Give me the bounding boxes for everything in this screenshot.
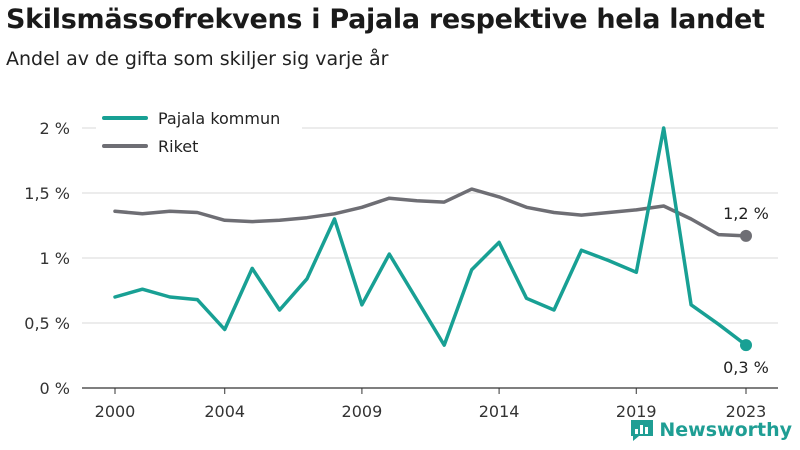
legend-label: Riket — [158, 137, 198, 156]
legend-background — [96, 102, 302, 164]
y-tick-label: 0 % — [40, 379, 70, 398]
x-tick-label: 2004 — [204, 402, 245, 421]
end-label: 0,3 % — [723, 358, 769, 377]
x-tick-label: 2000 — [95, 402, 136, 421]
axis-layer: 0 % 0,5 % 1 % 1,5 % 2 % 2000 2004 2009 2014 2019 2… — [24, 119, 766, 421]
y-tick-label: 2 % — [40, 119, 70, 138]
y-tick-label: 1,5 % — [24, 184, 70, 203]
grid-layer — [82, 127, 778, 389]
series-endpoint-pajala-kommun — [740, 339, 752, 352]
chart-title: Skilsmässofrekvens i Pajala respektive h… — [6, 4, 765, 35]
series-endpoint-riket — [740, 229, 752, 242]
end-labels: 0,3 % 1,2 % — [723, 204, 769, 377]
series-line-riket — [113, 187, 748, 238]
x-tick-label: 2023 — [726, 402, 767, 421]
legend: Pajala kommun Riket — [96, 102, 302, 164]
series-layer — [113, 126, 752, 352]
legend-label: Pajala kommun — [158, 109, 280, 128]
chart-subtitle: Andel av de gifta som skiljer sig varje … — [6, 48, 389, 70]
x-tick-label: 2019 — [616, 402, 657, 421]
y-tick-label: 0,5 % — [24, 314, 70, 333]
series-line-pajala-kommun — [113, 126, 748, 347]
brand-name: Newsworthy — [659, 419, 792, 441]
newsworthy-logo: Newsworthy — [629, 418, 792, 442]
end-label: 1,2 % — [723, 204, 769, 223]
y-tick-label: 1 % — [40, 249, 70, 268]
newsworthy-logo-icon — [631, 420, 654, 441]
x-tick-label: 2014 — [479, 402, 520, 421]
x-tick-label: 2009 — [342, 402, 383, 421]
